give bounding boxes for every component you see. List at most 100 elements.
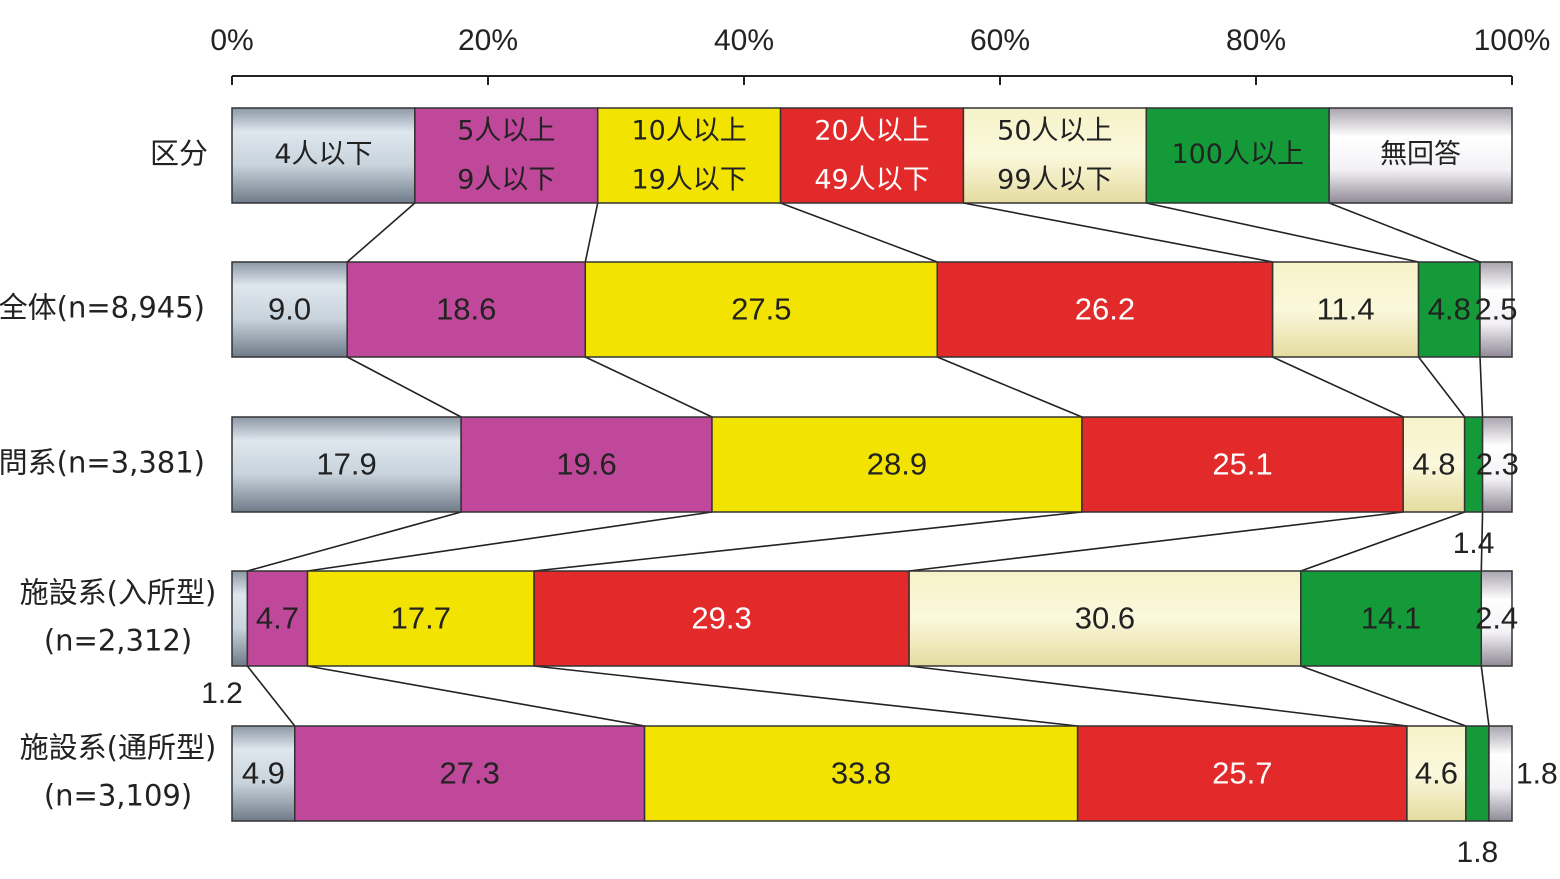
bar-segment (1300, 570, 1483, 667)
connector-line (1479, 356, 1484, 418)
value-label: 30.6 (1075, 601, 1135, 636)
value-label-outside: 1.4 (1453, 527, 1495, 560)
value-label: 14.1 (1361, 601, 1421, 636)
connector-line (1417, 356, 1466, 418)
value-label: 2.5 (1474, 292, 1517, 327)
bar-segment (1480, 570, 1513, 667)
bars (231, 107, 1513, 822)
bar-segment (1081, 416, 1404, 513)
value-label: 2.4 (1475, 601, 1518, 636)
value-label: 25.1 (1212, 447, 1272, 482)
legend-swatch (596, 107, 782, 204)
legend-entry-label: 20人以上 (814, 116, 929, 147)
x-tick-label: 40% (714, 24, 774, 57)
legend-entry-label: 99人以下 (997, 165, 1112, 196)
legend-swatch (779, 107, 965, 204)
bar-segment (643, 725, 1079, 822)
legend-entry-label: 9人以下 (457, 165, 555, 196)
connector-line (1300, 511, 1465, 572)
bar-segment (1488, 725, 1513, 822)
connector-line (909, 665, 1408, 727)
connector-lines (246, 202, 1490, 727)
bar-segment (231, 570, 249, 667)
legend-swatch (1328, 107, 1513, 204)
bar-segment (908, 570, 1302, 667)
legend-entry-label: 49人以下 (814, 165, 929, 196)
value-label: 2.3 (1476, 447, 1519, 482)
connector-line (346, 202, 416, 263)
connector-line (246, 665, 296, 727)
connector-line (247, 511, 462, 572)
value-label: 11.4 (1317, 292, 1375, 327)
connector-line (963, 202, 1273, 263)
value-label: 29.3 (691, 601, 751, 636)
legend-entry-label: 19人以下 (631, 165, 746, 196)
value-label: 4.8 (1412, 447, 1455, 482)
legend-swatch (231, 107, 416, 204)
connector-line (346, 356, 462, 418)
category-label: 訪問系(n=3,381) (0, 446, 205, 480)
value-label: 19.6 (556, 447, 616, 482)
bar-segment (936, 261, 1274, 358)
bar-segment (1465, 725, 1490, 822)
value-label-outside: 1.8 (1457, 836, 1499, 869)
legend-entry-label: 100人以上 (1171, 139, 1304, 170)
value-label: 33.8 (831, 756, 891, 791)
value-label: 18.6 (436, 292, 496, 327)
x-tick-label: 20% (458, 24, 518, 57)
x-tick-label: 0% (210, 24, 253, 57)
connector-line (307, 665, 645, 727)
connector-line (584, 202, 599, 263)
bar-segment (1481, 416, 1513, 513)
bar-segment (1402, 416, 1466, 513)
bar-segment (1406, 725, 1467, 822)
value-label: 17.9 (316, 447, 376, 482)
legend-entry-label: 10人以上 (631, 116, 746, 147)
value-label: 28.9 (867, 447, 927, 482)
connector-line (307, 511, 713, 572)
value-label: 9.0 (268, 292, 311, 327)
value-label: 26.2 (1075, 292, 1135, 327)
legend-swatch (962, 107, 1148, 204)
connector-line (780, 202, 938, 263)
bar-segment (1417, 261, 1481, 358)
x-tick-label: 100% (1474, 24, 1551, 57)
value-label: 4.9 (242, 756, 285, 791)
bar-segment (460, 416, 713, 513)
bar-segment (231, 416, 462, 513)
labels: 区分 4人以下 5人以上 9人以下 10人以上 19人以下 20人以上 49人以下 50人以上 9… (0, 116, 1558, 869)
connector-line (533, 511, 1083, 572)
bar-segment (711, 416, 1083, 513)
connector-line (1328, 202, 1481, 263)
category-label: 施設系(入所型) (20, 576, 217, 610)
value-label: 17.7 (391, 601, 451, 636)
connector-line (936, 356, 1083, 418)
connector-line (1300, 665, 1467, 727)
legend-entry-label: 50人以上 (997, 116, 1112, 147)
x-tick-label: 60% (970, 24, 1030, 57)
value-label: 25.7 (1212, 756, 1272, 791)
connector-line (1146, 202, 1419, 263)
category-label: (n=2,312) (44, 624, 192, 658)
value-label: 4.7 (256, 601, 299, 636)
connector-line (1272, 356, 1404, 418)
legend-entry-label: 4人以下 (274, 139, 372, 170)
connector-line (533, 665, 1078, 727)
x-tick-label: 80% (1226, 24, 1286, 57)
category-label: (n=3,109) (44, 779, 192, 813)
value-label: 27.3 (440, 756, 500, 791)
bar-segment (346, 261, 587, 358)
bar-segment (584, 261, 939, 358)
bar-segment (231, 725, 296, 822)
bar-segment (246, 570, 309, 667)
bar-segment (294, 725, 646, 822)
category-label: 施設系(通所型) (20, 731, 217, 765)
connector-line (1480, 511, 1484, 572)
value-label: 4.8 (1428, 292, 1471, 327)
value-label: 4.6 (1415, 756, 1458, 791)
legend-entry-label: 5人以上 (457, 116, 555, 147)
legend-entry-label: 無回答 (1380, 139, 1461, 170)
bar-segment (533, 570, 910, 667)
connector-line (1480, 665, 1490, 727)
